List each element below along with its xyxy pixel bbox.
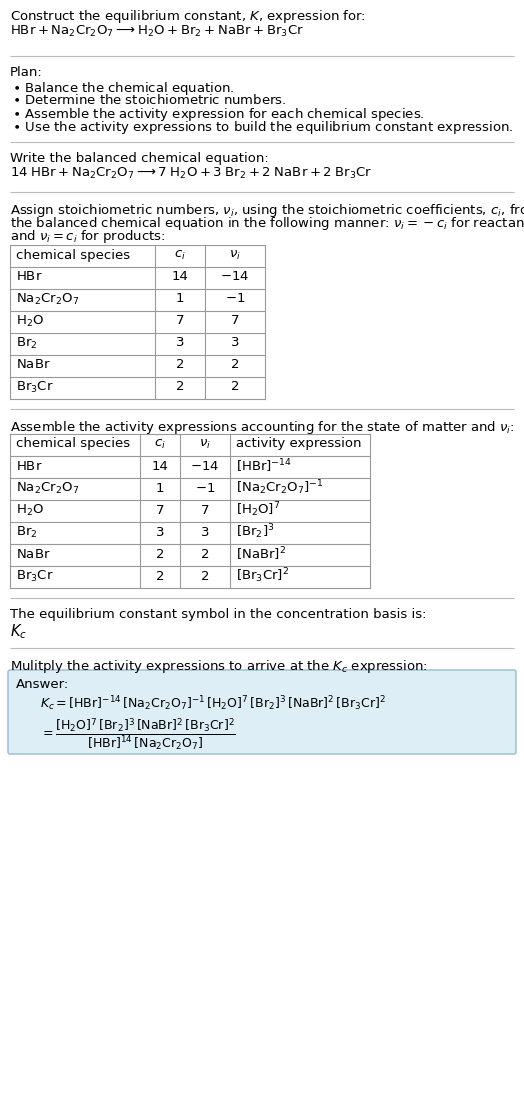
Text: $\bullet$ Determine the stoichiometric numbers.: $\bullet$ Determine the stoichiometric n…: [12, 93, 287, 107]
Text: $\mathrm{Br_2}$: $\mathrm{Br_2}$: [16, 524, 38, 539]
Text: 7: 7: [176, 314, 184, 328]
Text: 14: 14: [151, 460, 168, 472]
Text: 2: 2: [201, 569, 209, 582]
Text: 3: 3: [156, 525, 164, 538]
Text: $\bullet$ Use the activity expressions to build the equilibrium constant express: $\bullet$ Use the activity expressions t…: [12, 119, 514, 136]
FancyBboxPatch shape: [8, 670, 516, 754]
Text: 2: 2: [176, 358, 184, 372]
Text: 3: 3: [176, 336, 184, 350]
Text: $\mathrm{NaBr}$: $\mathrm{NaBr}$: [16, 547, 51, 560]
Text: 3: 3: [231, 336, 239, 350]
Text: $[\mathrm{Na_2Cr_2O_7}]^{-1}$: $[\mathrm{Na_2Cr_2O_7}]^{-1}$: [236, 479, 323, 497]
Text: 2: 2: [231, 381, 239, 394]
Text: 3: 3: [201, 525, 209, 538]
Text: Plan:: Plan:: [10, 66, 43, 79]
Text: $\bullet$ Balance the chemical equation.: $\bullet$ Balance the chemical equation.: [12, 81, 234, 97]
Text: $[\mathrm{HBr}]^{-14}$: $[\mathrm{HBr}]^{-14}$: [236, 458, 292, 474]
Text: 14: 14: [171, 270, 189, 283]
Text: $= \dfrac{[\mathrm{H_2O}]^{7}\,[\mathrm{Br_2}]^{3}\,[\mathrm{NaBr}]^{2}\,[\mathr: $= \dfrac{[\mathrm{H_2O}]^{7}\,[\mathrm{…: [40, 716, 236, 752]
Text: $\mathrm{HBr + Na_2Cr_2O_7 \longrightarrow H_2O + Br_2 + NaBr + Br_3Cr}$: $\mathrm{HBr + Na_2Cr_2O_7 \longrightarr…: [10, 24, 304, 39]
Text: $[\mathrm{H_2O}]^{7}$: $[\mathrm{H_2O}]^{7}$: [236, 501, 280, 520]
Text: Assemble the activity expressions accounting for the state of matter and $\nu_i$: Assemble the activity expressions accoun…: [10, 419, 515, 436]
Text: $\bullet$ Assemble the activity expression for each chemical species.: $\bullet$ Assemble the activity expressi…: [12, 106, 424, 124]
Text: chemical species: chemical species: [16, 438, 130, 450]
Text: Construct the equilibrium constant, $K$, expression for:: Construct the equilibrium constant, $K$,…: [10, 8, 366, 25]
Text: 1: 1: [176, 292, 184, 306]
Text: $-1$: $-1$: [225, 292, 245, 306]
Text: chemical species: chemical species: [16, 248, 130, 261]
Text: 2: 2: [156, 569, 164, 582]
Text: $\mathrm{14\; HBr + Na_2Cr_2O_7 \longrightarrow 7\; H_2O + 3\; Br_2 + 2\; NaBr +: $\mathrm{14\; HBr + Na_2Cr_2O_7 \longrig…: [10, 165, 373, 181]
Text: and $\nu_i = c_i$ for products:: and $\nu_i = c_i$ for products:: [10, 228, 166, 245]
Text: 2: 2: [176, 381, 184, 394]
Text: Assign stoichiometric numbers, $\nu_i$, using the stoichiometric coefficients, $: Assign stoichiometric numbers, $\nu_i$, …: [10, 202, 524, 219]
Text: $\mathrm{NaBr}$: $\mathrm{NaBr}$: [16, 358, 51, 372]
Text: $-1$: $-1$: [195, 482, 215, 494]
Text: 2: 2: [231, 358, 239, 372]
Text: the balanced chemical equation in the following manner: $\nu_i = -c_i$ for react: the balanced chemical equation in the fo…: [10, 215, 524, 232]
Text: $\mathrm{Br_3Cr}$: $\mathrm{Br_3Cr}$: [16, 568, 53, 583]
Text: Write the balanced chemical equation:: Write the balanced chemical equation:: [10, 152, 269, 165]
Text: $[\mathrm{NaBr}]^{2}$: $[\mathrm{NaBr}]^{2}$: [236, 545, 286, 563]
Text: 7: 7: [156, 503, 164, 516]
Text: 2: 2: [201, 547, 209, 560]
Text: 7: 7: [201, 503, 209, 516]
Text: $-14$: $-14$: [221, 270, 249, 283]
Text: Answer:: Answer:: [16, 678, 69, 690]
Text: $\nu_i$: $\nu_i$: [229, 248, 241, 261]
Text: $\mathrm{Br_3Cr}$: $\mathrm{Br_3Cr}$: [16, 379, 53, 395]
Text: $\mathrm{HBr}$: $\mathrm{HBr}$: [16, 270, 42, 283]
Text: $[\mathrm{Br_2}]^{3}$: $[\mathrm{Br_2}]^{3}$: [236, 523, 275, 542]
Text: Mulitply the activity expressions to arrive at the $K_c$ expression:: Mulitply the activity expressions to arr…: [10, 658, 428, 675]
Text: $K_c$: $K_c$: [10, 622, 27, 641]
Text: $\mathrm{Br_2}$: $\mathrm{Br_2}$: [16, 335, 38, 351]
Text: 1: 1: [156, 482, 164, 494]
Text: $c_i$: $c_i$: [174, 248, 186, 261]
Text: $c_i$: $c_i$: [154, 438, 166, 450]
Text: 7: 7: [231, 314, 239, 328]
Text: $-14$: $-14$: [190, 460, 220, 472]
Text: 2: 2: [156, 547, 164, 560]
Text: $\mathrm{Na_2Cr_2O_7}$: $\mathrm{Na_2Cr_2O_7}$: [16, 481, 79, 495]
Text: $\mathrm{Na_2Cr_2O_7}$: $\mathrm{Na_2Cr_2O_7}$: [16, 291, 79, 307]
Text: The equilibrium constant symbol in the concentration basis is:: The equilibrium constant symbol in the c…: [10, 608, 427, 621]
Text: activity expression: activity expression: [236, 438, 362, 450]
Text: $\nu_i$: $\nu_i$: [199, 438, 211, 450]
Text: $\mathrm{H_2O}$: $\mathrm{H_2O}$: [16, 503, 44, 517]
Text: $[\mathrm{Br_3Cr}]^{2}$: $[\mathrm{Br_3Cr}]^{2}$: [236, 567, 289, 586]
Text: $K_c = [\mathrm{HBr}]^{-14}\,[\mathrm{Na_2Cr_2O_7}]^{-1}\,[\mathrm{H_2O}]^{7}\,[: $K_c = [\mathrm{HBr}]^{-14}\,[\mathrm{Na…: [40, 694, 386, 713]
Text: $\mathrm{HBr}$: $\mathrm{HBr}$: [16, 460, 42, 472]
Text: $\mathrm{H_2O}$: $\mathrm{H_2O}$: [16, 313, 44, 329]
